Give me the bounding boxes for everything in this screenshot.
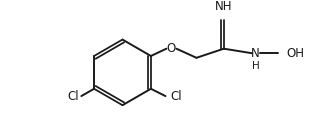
Text: OH: OH: [287, 47, 305, 60]
Text: H: H: [252, 61, 259, 71]
Text: Cl: Cl: [67, 90, 78, 103]
Text: Cl: Cl: [170, 90, 182, 103]
Text: NH: NH: [215, 0, 232, 13]
Text: N: N: [251, 47, 260, 60]
Text: O: O: [166, 42, 175, 55]
